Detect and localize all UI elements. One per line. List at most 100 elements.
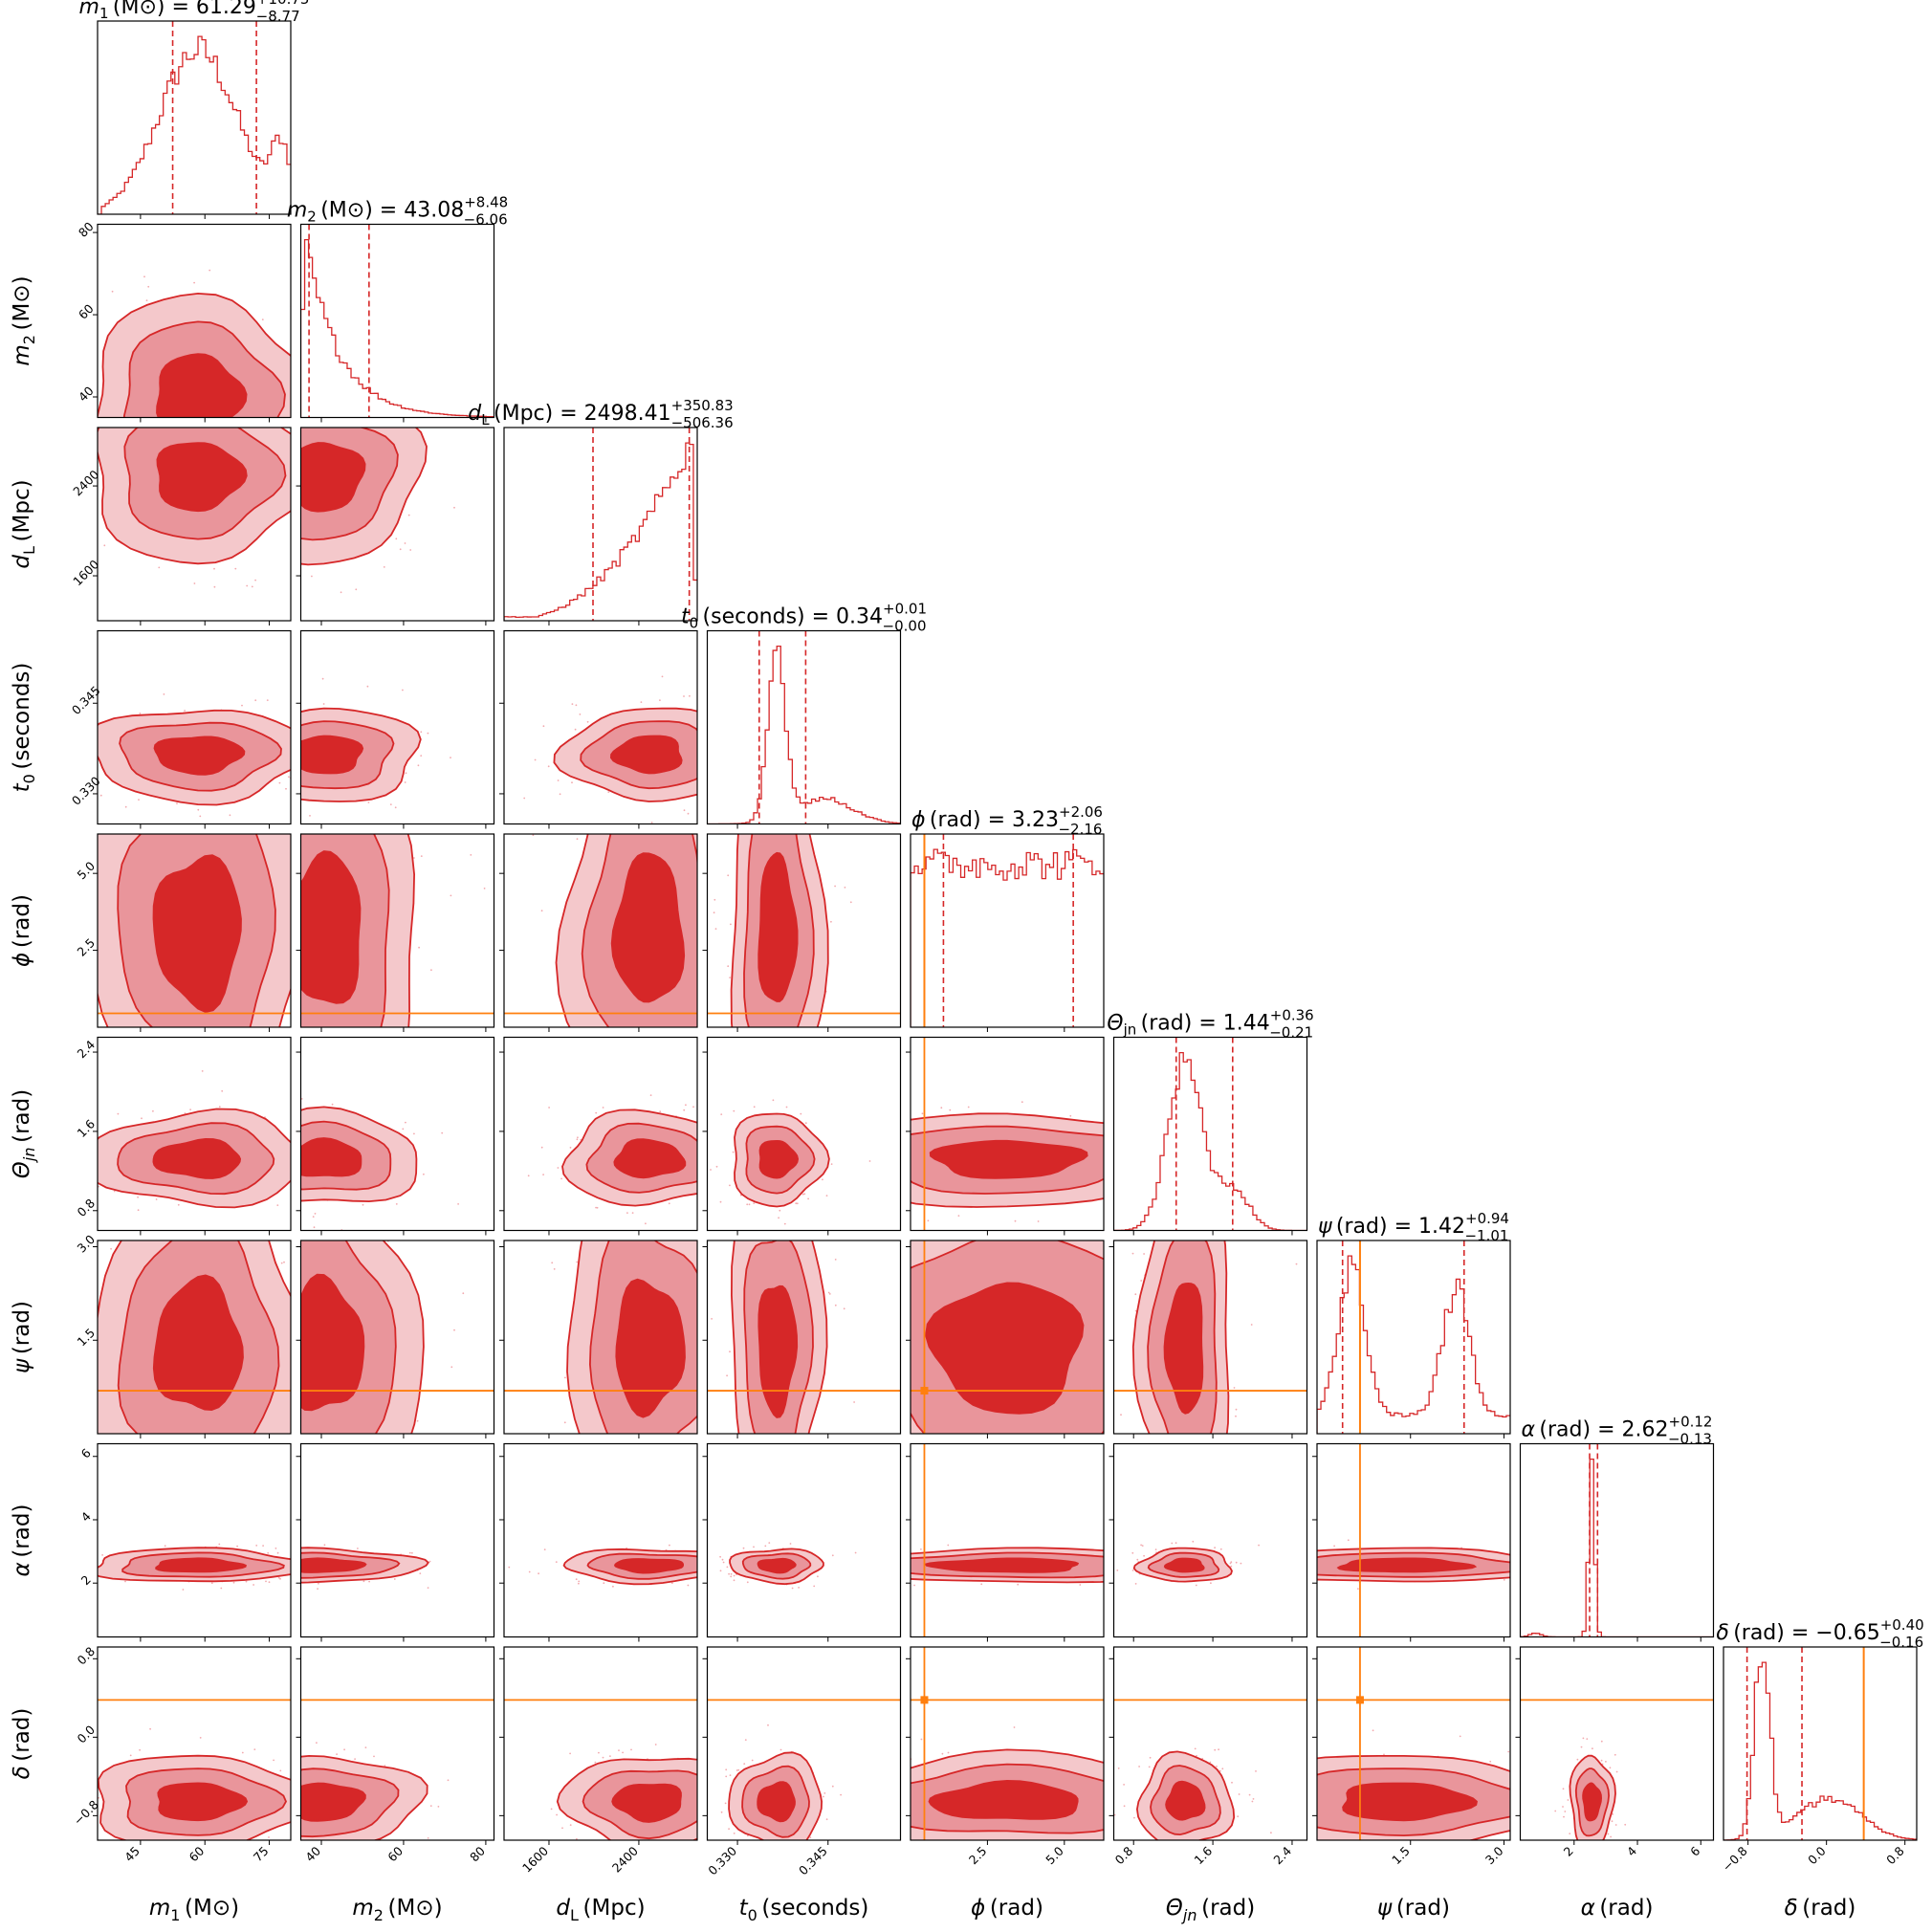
sample-point	[1121, 1386, 1123, 1388]
sample-point	[199, 1031, 201, 1033]
sample-point	[846, 1371, 848, 1372]
sample-point	[395, 538, 398, 540]
sample-point	[1240, 1561, 1241, 1563]
sample-point	[274, 1481, 275, 1482]
sample-point	[279, 1769, 282, 1772]
sample-point	[70, 1214, 72, 1216]
sample-point	[354, 1218, 356, 1220]
y-tick-label-theta_jn: 0.8	[74, 1196, 98, 1219]
sample-point	[385, 1031, 387, 1033]
panel-frame	[97, 833, 292, 1028]
sample-point	[470, 854, 472, 856]
sample-point	[787, 827, 789, 829]
sample-point	[838, 1480, 840, 1482]
sample-point	[701, 1577, 703, 1579]
sample-point	[318, 1062, 319, 1064]
sample-point	[800, 1112, 802, 1115]
sample-point	[557, 1167, 560, 1169]
sample-point	[87, 1558, 89, 1560]
sample-point	[700, 745, 702, 747]
sample-point	[77, 457, 78, 459]
sample-point	[246, 829, 248, 831]
sample-point	[61, 1789, 63, 1791]
panel-t0-alpha	[702, 1442, 902, 1642]
contour-level-3	[300, 850, 362, 1004]
sample-point	[940, 1107, 943, 1109]
sample-point	[1219, 1548, 1222, 1550]
sample-point	[669, 1231, 670, 1233]
sample-point	[369, 1459, 371, 1460]
contour-level-3	[613, 1558, 684, 1574]
sample-point	[771, 1060, 773, 1062]
sample-point	[712, 773, 714, 775]
sample-point	[319, 409, 321, 411]
sample-point	[727, 874, 730, 877]
sample-point	[753, 1546, 755, 1548]
sample-point	[51, 720, 53, 722]
sample-point	[297, 1821, 299, 1823]
sample-point	[1183, 1456, 1185, 1458]
sample-point	[1156, 1444, 1158, 1446]
sample-point	[834, 1304, 837, 1306]
sample-point	[296, 1577, 297, 1579]
sample-point	[1254, 1105, 1256, 1107]
sample-point	[704, 1016, 706, 1018]
sample-point	[124, 1580, 126, 1583]
sample-point	[700, 789, 702, 791]
sample-point	[574, 728, 577, 731]
sample-point	[283, 1491, 285, 1493]
sample-point	[223, 1845, 225, 1847]
sample-point	[624, 1502, 626, 1504]
sample-point	[714, 804, 715, 806]
sample-point	[225, 1224, 227, 1226]
sample-point	[214, 812, 216, 814]
sample-point	[1136, 1508, 1138, 1510]
sample-point	[579, 714, 582, 715]
contour-level-3	[152, 854, 242, 1013]
sample-point	[293, 490, 295, 492]
sample-point	[1304, 1562, 1306, 1564]
sample-point	[755, 751, 757, 753]
sample-point	[769, 1472, 771, 1474]
sample-point	[275, 421, 277, 423]
hist-step-m2	[300, 239, 494, 418]
title-psi: ψ (rad) = 1.42+0.94 −1.01	[1318, 1210, 1509, 1244]
sample-point	[403, 402, 405, 404]
panel-frame	[503, 629, 698, 825]
y-tick-label-alpha: 4	[78, 1509, 94, 1525]
contour-level-3	[152, 1137, 242, 1179]
sample-point	[1179, 1238, 1181, 1240]
sample-point	[170, 1494, 172, 1496]
sample-point	[854, 1548, 856, 1549]
title-m1: m1 (M⊙) = 61.29+10.75−8.77	[79, 0, 310, 25]
sample-point	[776, 1520, 778, 1522]
contour-level-3	[757, 851, 799, 1002]
sample-point	[150, 1218, 152, 1220]
sample-point	[268, 1516, 270, 1518]
y-tick-label-alpha: 2	[78, 1572, 94, 1588]
sample-point	[643, 1092, 645, 1094]
sample-point	[1240, 1150, 1241, 1152]
sample-point	[746, 1474, 748, 1476]
sample-point	[1139, 1244, 1141, 1246]
sample-point	[348, 405, 350, 406]
sample-point	[276, 1227, 278, 1229]
sample-point	[1139, 1119, 1141, 1121]
sample-point	[246, 584, 249, 587]
sample-point	[278, 781, 281, 784]
sample-point	[1552, 1568, 1554, 1570]
sample-point	[563, 1052, 565, 1054]
sample-point	[735, 1095, 736, 1097]
sample-point	[844, 887, 846, 889]
sample-point	[95, 1183, 97, 1185]
sample-point	[759, 830, 761, 832]
sample-point	[730, 1218, 732, 1220]
sample-point	[170, 425, 172, 427]
contour-level-3	[300, 442, 366, 513]
sample-point	[159, 1055, 161, 1057]
sample-point	[260, 1586, 262, 1588]
panel-m2-phi	[296, 833, 495, 1064]
sample-point	[296, 1847, 297, 1849]
sample-point	[757, 1458, 759, 1460]
panel-m2-theta_jn	[296, 1036, 495, 1236]
